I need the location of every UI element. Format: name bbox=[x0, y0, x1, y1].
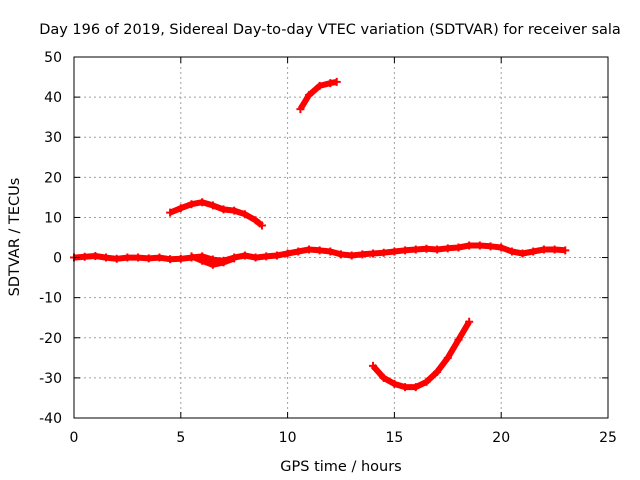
tick-labels: 0 5 10 15 20 25 -40 -30 -20 -10 0 10 20 30 40 50 bbox=[39, 50, 617, 446]
data-point-main bbox=[251, 253, 260, 262]
data-point-main bbox=[102, 253, 111, 262]
data-point-main bbox=[272, 251, 281, 260]
data-point-main bbox=[475, 241, 484, 250]
data-point-main bbox=[539, 245, 548, 254]
data-point-main bbox=[497, 243, 506, 252]
data-point-main bbox=[155, 253, 164, 262]
data-point-main bbox=[390, 247, 399, 256]
x-tick-label: 15 bbox=[385, 430, 403, 446]
data-point-hump bbox=[208, 201, 217, 210]
data-point-lower-dip bbox=[219, 258, 228, 267]
data-point-main bbox=[262, 252, 271, 261]
data-point-main bbox=[486, 242, 495, 251]
series-line-hump bbox=[168, 199, 264, 228]
data-point-main bbox=[304, 245, 313, 254]
data-point-hump bbox=[166, 208, 175, 217]
y-axis-label: SDTVAR / TECUs bbox=[7, 178, 23, 297]
data-point-main bbox=[283, 249, 292, 258]
data-point-hump bbox=[219, 205, 228, 214]
data-point-hump bbox=[251, 216, 260, 225]
data-point-main bbox=[379, 248, 388, 257]
x-tick-label: 20 bbox=[492, 430, 510, 446]
y-tick-label: -20 bbox=[39, 331, 62, 347]
data-point-lower-dip bbox=[198, 256, 207, 265]
data-point-main bbox=[112, 254, 121, 263]
data-point-hump bbox=[240, 210, 249, 219]
y-tick-label: 20 bbox=[44, 170, 62, 186]
x-tick-label: 5 bbox=[176, 430, 185, 446]
y-tick-label: 40 bbox=[44, 90, 62, 106]
data-point-lower-dip bbox=[208, 260, 217, 269]
data-point-rise bbox=[304, 91, 313, 100]
data-point-rise bbox=[315, 81, 324, 90]
data-point-main bbox=[411, 245, 420, 254]
data-point-main bbox=[401, 246, 410, 255]
data-point-dip bbox=[401, 383, 410, 392]
data-point-main bbox=[443, 244, 452, 253]
data-point-main bbox=[337, 250, 345, 259]
y-tick-label: 10 bbox=[44, 210, 62, 226]
data-point-main bbox=[518, 249, 527, 258]
data-point-lower-dip bbox=[187, 252, 196, 261]
data-point-dip bbox=[465, 317, 474, 326]
data-series-group bbox=[70, 77, 570, 392]
data-point-main bbox=[465, 241, 474, 250]
data-point-main bbox=[80, 252, 89, 261]
data-point-hump bbox=[257, 221, 266, 230]
data-point-main bbox=[134, 253, 143, 262]
data-point-main bbox=[550, 245, 559, 254]
data-point-main bbox=[433, 245, 442, 254]
data-point-hump bbox=[187, 200, 196, 209]
y-tick-label: 0 bbox=[53, 251, 62, 267]
x-tick-label: 10 bbox=[279, 430, 297, 446]
data-point-main bbox=[176, 254, 185, 263]
data-point-main bbox=[561, 246, 570, 255]
data-point-main bbox=[91, 251, 100, 260]
data-point-main bbox=[369, 249, 378, 258]
data-point-dip bbox=[411, 383, 420, 392]
data-point-main bbox=[358, 250, 367, 259]
data-point-dip bbox=[454, 335, 463, 344]
data-point-main bbox=[294, 247, 303, 256]
data-point-dip bbox=[390, 379, 399, 388]
series-line-dip bbox=[370, 320, 472, 391]
data-point-main bbox=[240, 251, 249, 260]
data-point-main bbox=[422, 244, 431, 253]
y-tick-label: -10 bbox=[39, 291, 62, 307]
data-point-dip bbox=[443, 353, 452, 362]
y-tick-label: 50 bbox=[44, 50, 62, 66]
data-point-main bbox=[166, 255, 175, 264]
chart-title: Day 196 of 2019, Sidereal Day-to-day VTE… bbox=[39, 22, 621, 38]
data-point-dip bbox=[433, 367, 442, 376]
data-point-dip bbox=[379, 373, 388, 382]
grid-lines bbox=[74, 57, 608, 418]
x-axis-label: GPS time / hours bbox=[280, 459, 401, 475]
data-point-main bbox=[144, 254, 153, 263]
y-tick-label: 30 bbox=[44, 130, 62, 146]
data-point-main bbox=[123, 253, 132, 262]
data-point-main bbox=[347, 251, 356, 260]
data-point-lower-dip bbox=[230, 254, 239, 263]
data-point-rise bbox=[326, 79, 335, 88]
data-point-dip bbox=[369, 361, 378, 370]
axis-ticks bbox=[73, 56, 609, 419]
x-tick-label: 25 bbox=[599, 430, 617, 446]
data-point-hump bbox=[176, 204, 185, 213]
data-point-main bbox=[507, 247, 516, 256]
y-tick-label: -40 bbox=[39, 411, 62, 427]
data-point-main bbox=[326, 247, 335, 256]
data-point-main bbox=[315, 246, 324, 255]
data-point-rise bbox=[296, 105, 305, 114]
data-point-hump bbox=[198, 198, 207, 207]
plot-frame bbox=[73, 56, 609, 419]
data-point-hump bbox=[230, 206, 239, 215]
data-point-main bbox=[529, 247, 538, 256]
data-point-dip bbox=[422, 377, 431, 386]
x-tick-label: 0 bbox=[70, 430, 79, 446]
data-point-rise bbox=[332, 77, 341, 86]
data-point-main bbox=[454, 243, 463, 252]
y-tick-label: -30 bbox=[39, 371, 62, 387]
